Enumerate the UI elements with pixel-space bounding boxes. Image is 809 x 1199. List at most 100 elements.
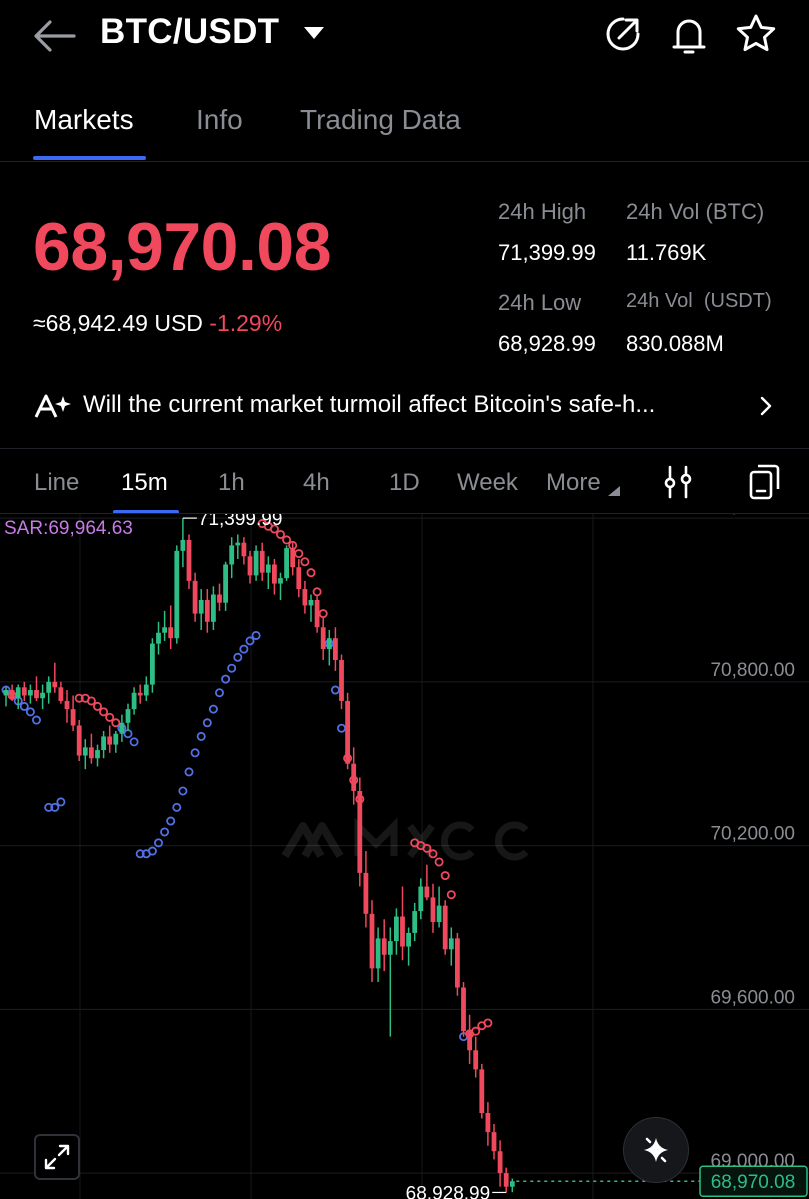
divider [0, 513, 809, 514]
sar-dot [166, 816, 176, 826]
chevron-right-icon[interactable] [758, 395, 774, 417]
candle-body [461, 987, 466, 1032]
usd-unit: USD [154, 310, 203, 336]
candle-body [351, 763, 357, 792]
sar-dot [172, 802, 182, 812]
candle-body [345, 700, 350, 764]
copy-trade-icon[interactable] [747, 463, 781, 501]
divider [0, 448, 809, 449]
usd-approx-value: ≈68,942.49 [33, 310, 148, 336]
sar-dot [50, 802, 60, 812]
candle-body [247, 556, 253, 576]
candle-body [52, 681, 58, 688]
sar-dot [269, 524, 279, 534]
candle-body [387, 941, 393, 955]
sar-dot [214, 688, 224, 698]
sar-dot [19, 701, 29, 711]
candle-body [284, 548, 289, 579]
candle-body [278, 578, 283, 584]
candle-series [3, 518, 515, 1193]
stat-24h-high-value: 71,399.99 [498, 240, 596, 265]
candle-body [235, 542, 241, 546]
star-icon[interactable] [734, 12, 778, 56]
low-marker-label: 68,928.99 [406, 1183, 491, 1199]
interval-4h[interactable]: 4h [303, 469, 330, 496]
sar-dot [129, 737, 139, 747]
bell-icon[interactable] [669, 14, 709, 56]
tab-trading-data[interactable]: Trading Data [300, 104, 461, 135]
caret-down-icon[interactable] [303, 26, 325, 40]
candle-body [265, 564, 271, 573]
candle-body [217, 594, 222, 603]
tab-markets[interactable]: Markets [34, 104, 134, 135]
last-price: 68,970.08 [33, 209, 332, 285]
candlestick-chart[interactable]: 71,400.0070,800.0070,200.0069,600.0069,0… [0, 514, 809, 1199]
sar-dot [86, 696, 96, 706]
stat-24h-vol-usdt-label: 24h Vol (USDT) [626, 290, 772, 312]
active-tab-indicator [33, 156, 146, 160]
last-price-tag-label: 68,970.08 [711, 1172, 796, 1193]
candle-body [64, 700, 70, 710]
candle-body [204, 599, 210, 622]
candle-body [430, 897, 436, 922]
price-change-percent: -1.29% [209, 310, 283, 336]
candle-body [363, 872, 369, 914]
interval-1d[interactable]: 1D [389, 469, 420, 496]
candle-body [101, 736, 106, 751]
pair-title[interactable]: BTC/USDT [100, 12, 280, 51]
back-arrow-icon[interactable] [30, 16, 78, 56]
candle-body [156, 632, 161, 644]
candle-body [40, 692, 45, 699]
candle-body [168, 627, 174, 639]
candle-body [455, 938, 460, 988]
sar-dot [446, 890, 456, 900]
candle-body [272, 564, 277, 584]
sar-dot [111, 718, 121, 728]
sar-dot [294, 549, 304, 559]
tab-info[interactable]: Info [196, 104, 243, 135]
sar-dot [32, 715, 42, 725]
candle-body [143, 684, 149, 696]
fullscreen-button[interactable] [34, 1134, 80, 1180]
candle-body [497, 1151, 503, 1174]
candle-body [125, 709, 131, 723]
sar-dot [135, 849, 145, 859]
interval-week[interactable]: Week [457, 469, 518, 496]
candle-body [339, 660, 344, 701]
news-headline[interactable]: Will the current market turmoil affect B… [83, 391, 656, 418]
interval-15m[interactable]: 15m [121, 469, 168, 496]
stat-24h-high-label: 24h High [498, 199, 587, 224]
candle-body [442, 905, 448, 950]
sar-dot [184, 767, 194, 777]
sar-dot [190, 748, 200, 758]
candle-body [491, 1132, 497, 1152]
candle-body [241, 542, 247, 557]
candle-body [174, 550, 180, 639]
sar-series [1, 519, 493, 1042]
interval-1h[interactable]: 1h [218, 469, 245, 496]
candle-body [9, 690, 15, 699]
candle-body [119, 722, 125, 734]
share-icon[interactable] [603, 14, 643, 54]
sar-dot [440, 871, 450, 881]
sar-dot [74, 693, 84, 703]
assistant-fab-button[interactable] [623, 1117, 689, 1183]
candle-body [326, 638, 332, 650]
sar-dot [239, 644, 249, 654]
interval-more[interactable]: More [546, 469, 601, 496]
y-tick-label: 70,200.00 [710, 824, 795, 845]
indicator-settings-icon[interactable] [662, 464, 694, 500]
more-caret-icon[interactable] [607, 485, 621, 497]
sar-dot [56, 797, 66, 807]
interval-line[interactable]: Line [34, 469, 80, 496]
candle-body [473, 1050, 479, 1070]
candle-body [400, 916, 405, 947]
sar-dot [147, 846, 157, 856]
sar-dot [428, 849, 438, 859]
chart-grid [0, 514, 809, 1199]
candle-body [320, 627, 326, 650]
stat-24h-vol-btc-value: 11.769K [626, 240, 707, 265]
candle-body [192, 580, 198, 614]
candle-body [253, 550, 259, 576]
sar-dot [93, 701, 103, 711]
